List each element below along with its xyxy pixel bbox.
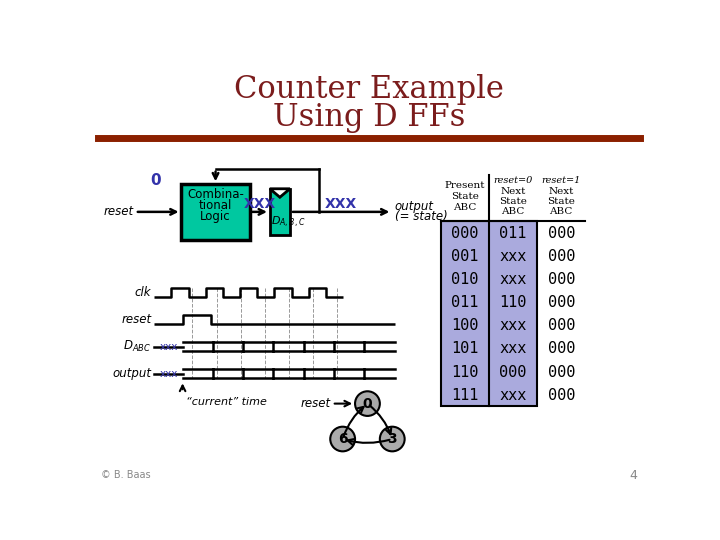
Text: 000: 000 bbox=[547, 295, 575, 310]
Text: Present: Present bbox=[445, 181, 485, 190]
Text: xxx: xxx bbox=[500, 388, 527, 403]
Text: 000: 000 bbox=[547, 319, 575, 333]
Text: © B. Baas: © B. Baas bbox=[101, 470, 150, 480]
Text: 111: 111 bbox=[451, 388, 479, 403]
Text: Next: Next bbox=[549, 187, 574, 196]
Text: xxx: xxx bbox=[159, 342, 178, 352]
Text: reset: reset bbox=[121, 313, 151, 326]
Text: reset=0: reset=0 bbox=[493, 177, 533, 185]
Circle shape bbox=[330, 427, 355, 451]
Text: 000: 000 bbox=[547, 249, 575, 264]
Text: 6: 6 bbox=[338, 432, 348, 446]
Text: State: State bbox=[451, 192, 479, 201]
Text: xxx: xxx bbox=[500, 272, 527, 287]
Text: Combina-: Combina- bbox=[187, 188, 244, 201]
Text: $D_{ABC}$: $D_{ABC}$ bbox=[123, 339, 151, 354]
Text: “current” time: “current” time bbox=[186, 397, 267, 407]
Text: output: output bbox=[395, 200, 433, 213]
Bar bbox=[441, 221, 537, 406]
Circle shape bbox=[380, 427, 405, 451]
Text: 000: 000 bbox=[500, 364, 527, 380]
Text: 110: 110 bbox=[500, 295, 527, 310]
Text: ABC: ABC bbox=[454, 202, 477, 212]
Text: reset: reset bbox=[103, 205, 133, 218]
Text: tional: tional bbox=[199, 199, 233, 212]
Text: 4: 4 bbox=[629, 469, 637, 482]
Bar bbox=[181, 184, 250, 240]
Text: 0: 0 bbox=[150, 173, 161, 188]
Text: $D_{A,B,C}$: $D_{A,B,C}$ bbox=[271, 215, 306, 230]
Text: (= state): (= state) bbox=[395, 210, 447, 223]
Text: State: State bbox=[547, 197, 575, 206]
Text: Counter Example: Counter Example bbox=[234, 74, 504, 105]
Text: output: output bbox=[112, 367, 151, 380]
Text: State: State bbox=[499, 197, 527, 206]
Text: xxx: xxx bbox=[500, 249, 527, 264]
Circle shape bbox=[355, 392, 380, 416]
Text: XXX: XXX bbox=[325, 197, 357, 211]
Text: 100: 100 bbox=[451, 319, 479, 333]
Text: clk: clk bbox=[135, 286, 151, 299]
Polygon shape bbox=[270, 189, 290, 197]
Text: 3: 3 bbox=[387, 432, 397, 446]
Text: 011: 011 bbox=[500, 226, 527, 241]
Text: Using D FFs: Using D FFs bbox=[273, 102, 465, 133]
Bar bbox=[270, 189, 290, 235]
Text: xxx: xxx bbox=[159, 369, 178, 379]
Text: 101: 101 bbox=[451, 341, 479, 356]
Text: 000: 000 bbox=[547, 364, 575, 380]
Text: xxx: xxx bbox=[500, 319, 527, 333]
Text: 000: 000 bbox=[451, 226, 479, 241]
Text: ABC: ABC bbox=[501, 207, 525, 216]
Text: reset=1: reset=1 bbox=[541, 177, 581, 185]
Text: 000: 000 bbox=[547, 388, 575, 403]
Text: 000: 000 bbox=[547, 226, 575, 241]
Text: 010: 010 bbox=[451, 272, 479, 287]
Text: 000: 000 bbox=[547, 341, 575, 356]
Text: 110: 110 bbox=[451, 364, 479, 380]
Text: Next: Next bbox=[500, 187, 526, 196]
Text: 000: 000 bbox=[547, 272, 575, 287]
Bar bbox=[441, 221, 537, 406]
Text: Logic: Logic bbox=[200, 210, 231, 223]
Text: xxx: xxx bbox=[500, 341, 527, 356]
Text: 011: 011 bbox=[451, 295, 479, 310]
Text: reset: reset bbox=[300, 397, 330, 410]
Text: 001: 001 bbox=[451, 249, 479, 264]
Text: XXX: XXX bbox=[243, 197, 276, 211]
Text: ABC: ABC bbox=[549, 207, 573, 216]
Text: 0: 0 bbox=[363, 396, 372, 410]
